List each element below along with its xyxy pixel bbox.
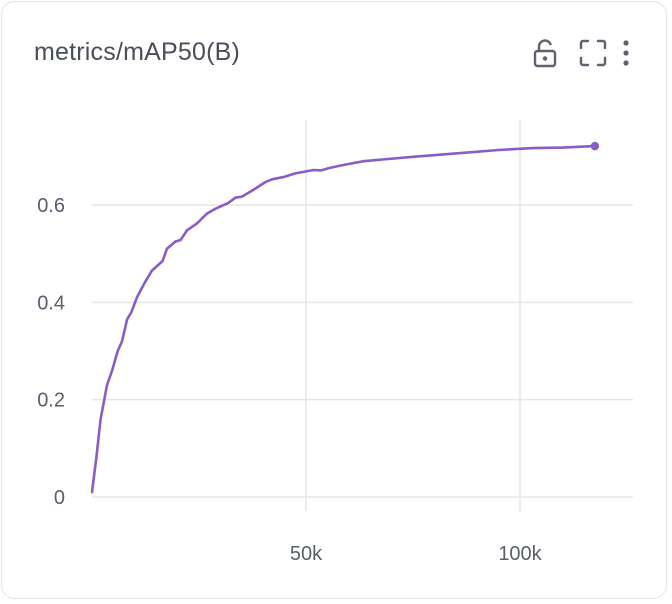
lock-open-icon[interactable] xyxy=(529,36,561,70)
x-tick-label: 50k xyxy=(290,543,323,565)
fullscreen-icon[interactable] xyxy=(577,36,609,70)
grid xyxy=(92,120,633,511)
y-tick-label: 0.4 xyxy=(37,292,65,314)
series-layer xyxy=(90,141,600,494)
series-line xyxy=(90,144,597,494)
y-tick-label: 0 xyxy=(54,487,65,509)
y-tick-label: 0.2 xyxy=(37,390,65,412)
series-endpoint xyxy=(590,141,600,151)
x-tick-label: 100k xyxy=(498,543,542,565)
panel-title: metrics/mAP50(B) xyxy=(34,38,241,66)
tick-labels: 0 0.2 0.4 0.6 50k 100k xyxy=(37,195,542,565)
y-tick-label: 0.6 xyxy=(37,195,65,217)
more-vertical-icon[interactable] xyxy=(617,36,635,70)
